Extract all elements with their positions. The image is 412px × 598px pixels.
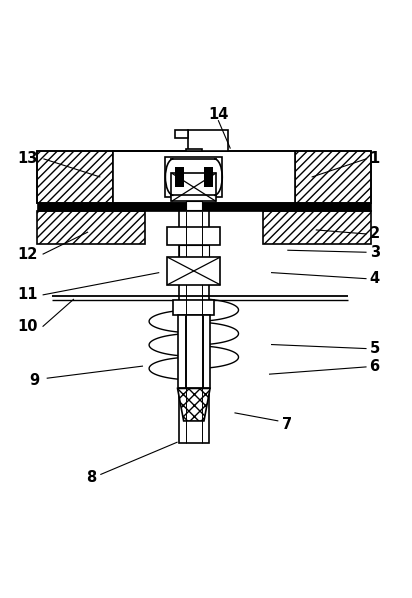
- Bar: [175, 167, 184, 187]
- Bar: [167, 257, 220, 285]
- Text: 12: 12: [17, 247, 37, 262]
- Bar: [263, 211, 371, 244]
- Text: 10: 10: [17, 319, 37, 334]
- Text: 11: 11: [17, 288, 37, 303]
- Bar: [186, 202, 202, 209]
- Bar: [178, 245, 209, 257]
- Bar: [37, 203, 371, 211]
- Text: 14: 14: [208, 106, 228, 121]
- Bar: [178, 315, 210, 389]
- Text: 9: 9: [29, 373, 40, 388]
- Text: 2: 2: [370, 227, 380, 242]
- Text: 7: 7: [282, 417, 293, 432]
- Bar: [186, 149, 201, 151]
- Polygon shape: [178, 389, 210, 421]
- Text: 5: 5: [370, 341, 380, 356]
- Bar: [112, 151, 295, 203]
- Bar: [173, 300, 214, 315]
- Text: 3: 3: [370, 245, 380, 260]
- Text: 8: 8: [86, 471, 96, 486]
- Bar: [175, 130, 188, 139]
- Bar: [37, 151, 371, 203]
- Text: 13: 13: [17, 151, 37, 166]
- Text: 4: 4: [370, 271, 380, 286]
- Text: 6: 6: [370, 359, 380, 374]
- Bar: [178, 211, 209, 443]
- Bar: [37, 151, 112, 203]
- Bar: [37, 211, 145, 244]
- Bar: [295, 151, 371, 203]
- Bar: [165, 157, 222, 197]
- Bar: [171, 173, 216, 202]
- Text: 1: 1: [370, 151, 380, 166]
- Bar: [167, 227, 220, 245]
- Bar: [188, 130, 228, 151]
- Bar: [204, 167, 213, 187]
